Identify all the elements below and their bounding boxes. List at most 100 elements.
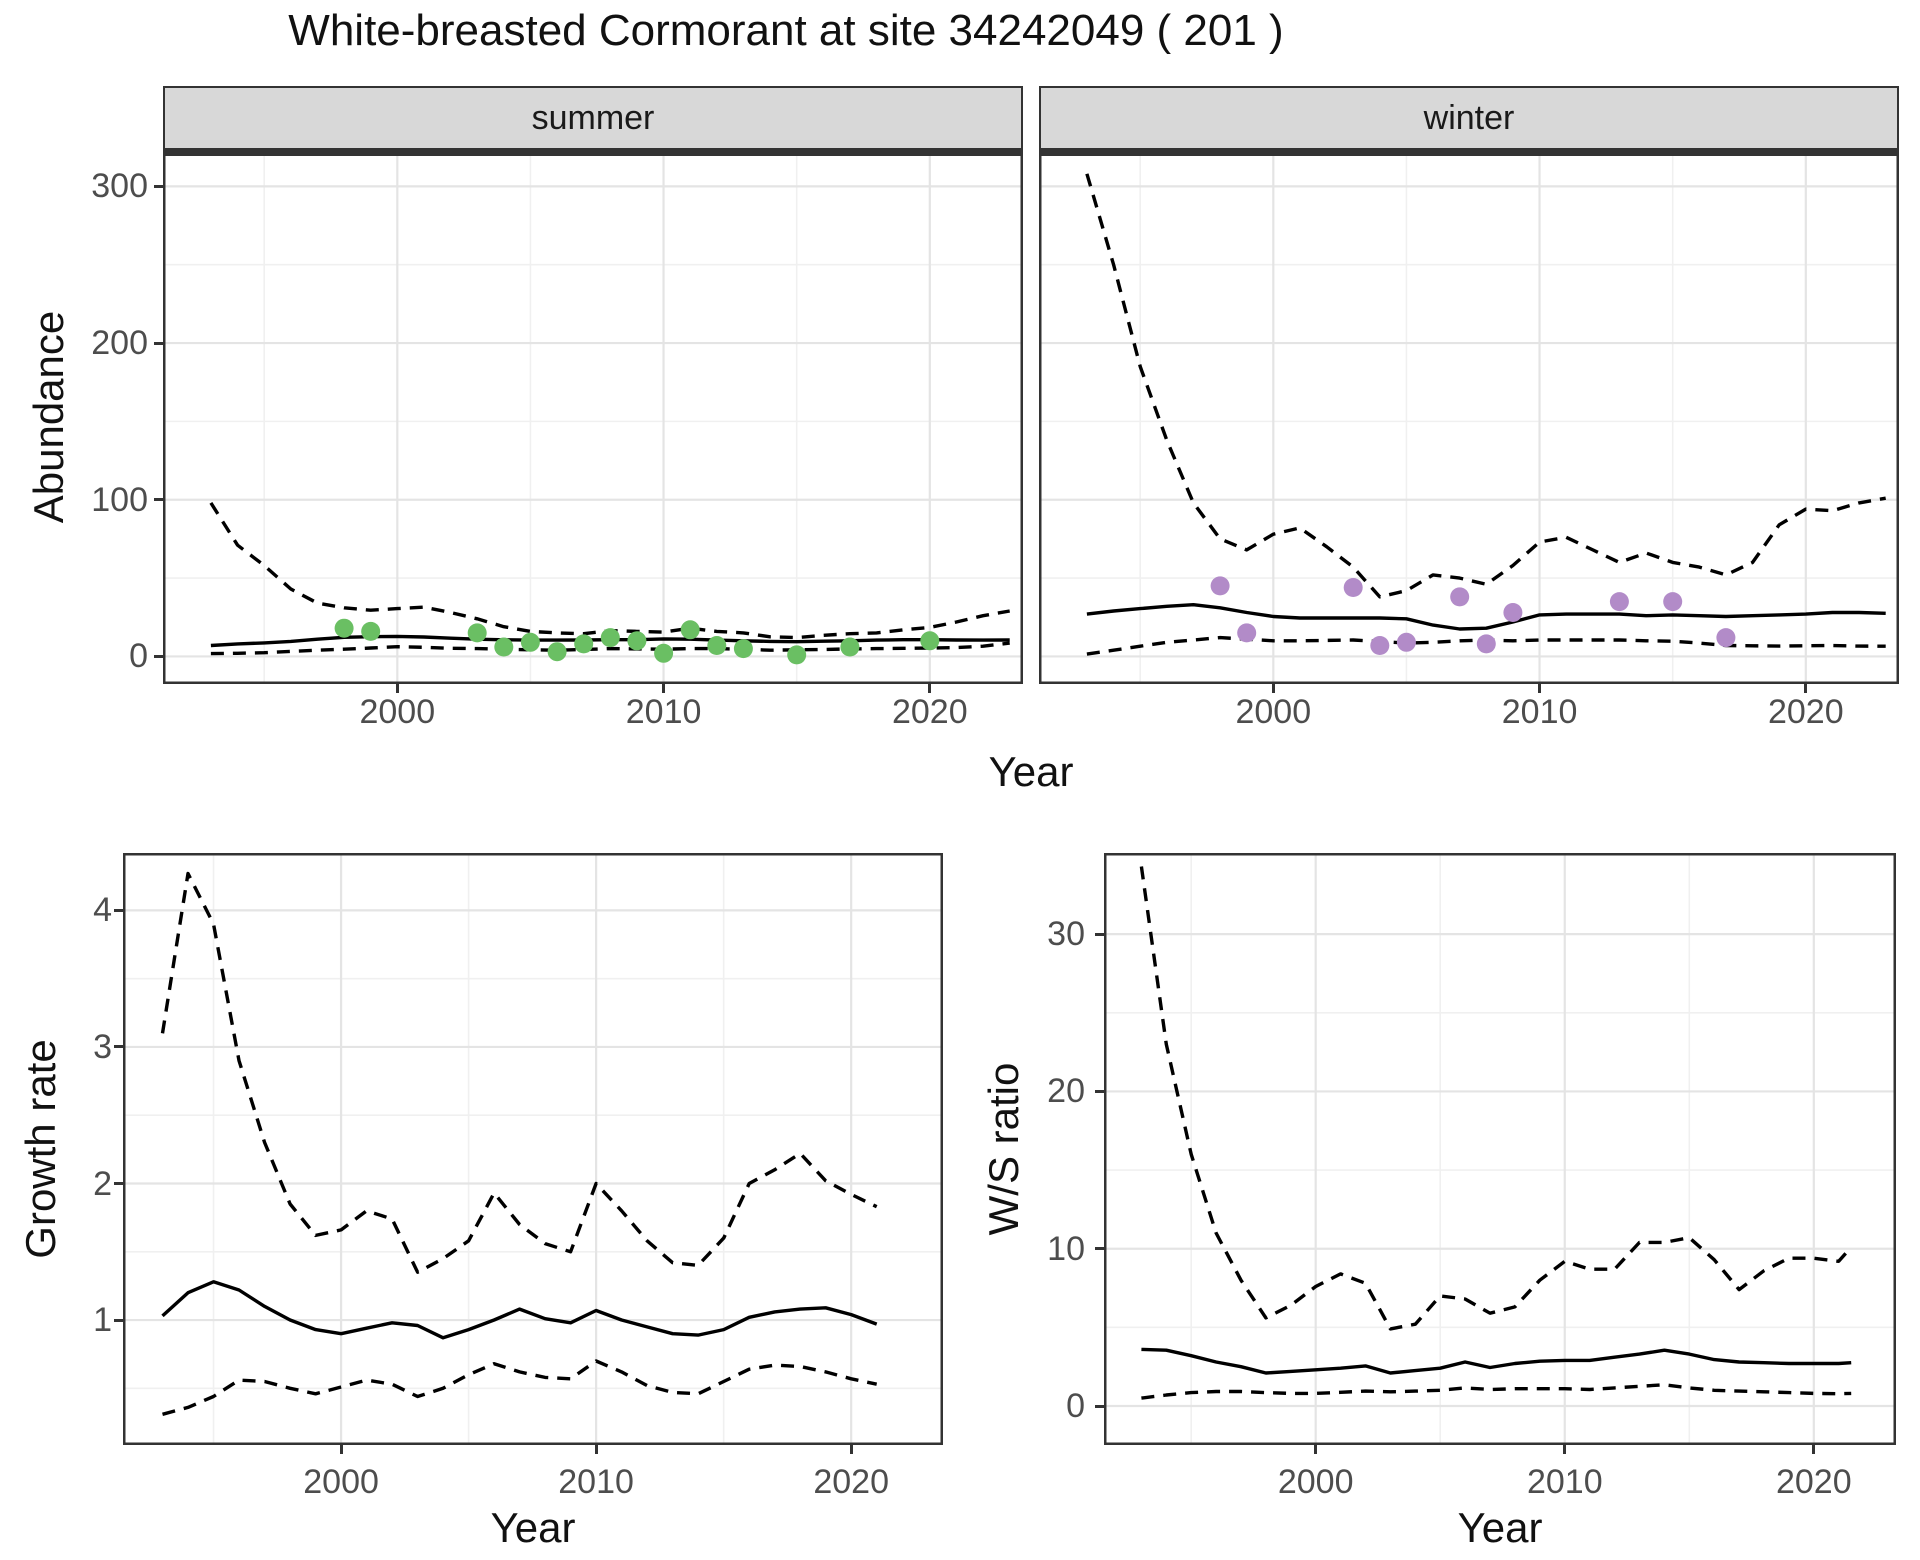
facet-strip-winter-label: winter xyxy=(1423,98,1515,137)
y-tick-mark xyxy=(114,1318,123,1322)
x-tick-mark xyxy=(594,1445,598,1454)
x-axis-title-ws-ratio: Year xyxy=(1457,1504,1543,1551)
y-tick-label: 3 xyxy=(93,1027,112,1066)
data-point xyxy=(654,643,674,663)
ws_ratio-panel xyxy=(1104,853,1896,1445)
y-tick-mark xyxy=(1095,1089,1104,1093)
x-tick-label: 2010 xyxy=(1526,1463,1603,1501)
y-tick-label: 10 xyxy=(1047,1229,1085,1268)
y-tick-mark xyxy=(114,1045,123,1049)
y-axis-title-growth-rate: Growth rate xyxy=(17,1039,64,1259)
x-tick-label: 2020 xyxy=(813,1463,890,1501)
y-tick-mark xyxy=(154,498,163,502)
data-point xyxy=(600,628,620,648)
y-tick-mark xyxy=(154,341,163,345)
x-tick-label: 2000 xyxy=(1277,1463,1354,1501)
y-tick-label: 2 xyxy=(93,1164,112,1203)
data-point xyxy=(467,623,487,643)
abundance-panel-summer xyxy=(163,150,1023,684)
data-point xyxy=(1370,636,1390,655)
panel-border xyxy=(163,150,1023,684)
x-tick-label: 2020 xyxy=(1775,1463,1852,1501)
chart-title: White-breasted Cormorant at site 3424204… xyxy=(288,6,1284,55)
x-tick-mark xyxy=(1804,684,1808,693)
data-point xyxy=(361,621,381,641)
y-tick-mark xyxy=(1095,1247,1104,1251)
data-point xyxy=(733,639,753,659)
data-point xyxy=(1396,632,1416,652)
data-point xyxy=(1210,576,1230,596)
data-point xyxy=(840,637,860,657)
y-tick-label: 30 xyxy=(1047,915,1085,954)
x-tick-label: 2010 xyxy=(1501,693,1578,731)
ci-upper-line xyxy=(160,871,878,1274)
ci-upper-line xyxy=(1085,173,1886,599)
ci-upper-line xyxy=(1139,866,1853,1331)
y-tick-mark xyxy=(154,654,163,658)
facet-strip-summer-label: summer xyxy=(531,98,655,137)
data-point xyxy=(1237,623,1257,643)
y-tick-mark xyxy=(114,1182,123,1185)
data-point xyxy=(680,620,700,640)
y-tick-mark xyxy=(154,184,163,188)
data-point xyxy=(1716,628,1736,648)
y-tick-label: 300 xyxy=(91,167,148,206)
mean-line xyxy=(1086,603,1886,631)
data-point xyxy=(574,634,594,654)
x-tick-mark xyxy=(395,684,399,693)
data-point xyxy=(547,642,567,662)
x-axis-title-top: Year xyxy=(988,748,1074,795)
y-tick-label: 0 xyxy=(129,637,148,676)
growth_rate-panel xyxy=(123,853,943,1445)
data-point xyxy=(1609,592,1629,612)
ci-upper-line xyxy=(209,501,1010,640)
data-point xyxy=(334,618,354,638)
facet-strip-winter: winter xyxy=(1039,86,1899,150)
data-point xyxy=(1663,592,1683,612)
x-tick-label: 2020 xyxy=(891,693,968,731)
panel-border xyxy=(1104,853,1896,1445)
y-tick-label: 1 xyxy=(93,1301,112,1339)
data-point xyxy=(787,645,807,665)
y-tick-label: 200 xyxy=(91,324,148,362)
x-tick-label: 2020 xyxy=(1767,693,1844,731)
x-tick-mark xyxy=(1538,684,1542,693)
x-tick-label: 2010 xyxy=(625,693,702,731)
x-tick-label: 2000 xyxy=(303,1463,379,1501)
x-tick-mark xyxy=(1563,1445,1567,1454)
y-tick-mark xyxy=(1095,932,1104,936)
x-tick-mark xyxy=(1271,684,1275,693)
x-tick-mark xyxy=(1314,1445,1318,1454)
data-point xyxy=(1343,578,1363,597)
y-tick-label: 100 xyxy=(91,480,148,519)
mean-line xyxy=(161,1280,878,1340)
x-axis-title-growth-rate: Year xyxy=(490,1504,576,1551)
data-point xyxy=(1503,603,1523,622)
panel-border xyxy=(123,853,943,1445)
x-tick-mark xyxy=(1812,1445,1816,1454)
data-point xyxy=(1450,587,1470,607)
data-point xyxy=(1476,634,1496,654)
data-point xyxy=(520,632,540,652)
ci-lower-line xyxy=(1141,1383,1852,1400)
data-point xyxy=(920,631,940,651)
y-tick-mark xyxy=(1095,1404,1104,1408)
y-tick-label: 4 xyxy=(93,891,112,930)
data-point xyxy=(494,637,514,657)
x-tick-label: 2010 xyxy=(558,1463,634,1501)
facet-strip-summer: summer xyxy=(163,86,1023,150)
x-tick-label: 2000 xyxy=(1235,693,1312,731)
panel-border xyxy=(1039,150,1899,684)
ci-lower-line xyxy=(162,1359,878,1416)
x-tick-mark xyxy=(662,684,666,693)
x-tick-mark xyxy=(928,684,932,693)
y-tick-mark xyxy=(114,908,123,912)
data-point xyxy=(627,631,647,651)
y-tick-label: 20 xyxy=(1047,1072,1085,1111)
x-tick-mark xyxy=(339,1445,343,1454)
x-tick-mark xyxy=(849,1445,853,1454)
data-point xyxy=(707,636,727,655)
y-tick-label: 0 xyxy=(1066,1387,1085,1425)
ci-lower-line xyxy=(210,641,1010,656)
